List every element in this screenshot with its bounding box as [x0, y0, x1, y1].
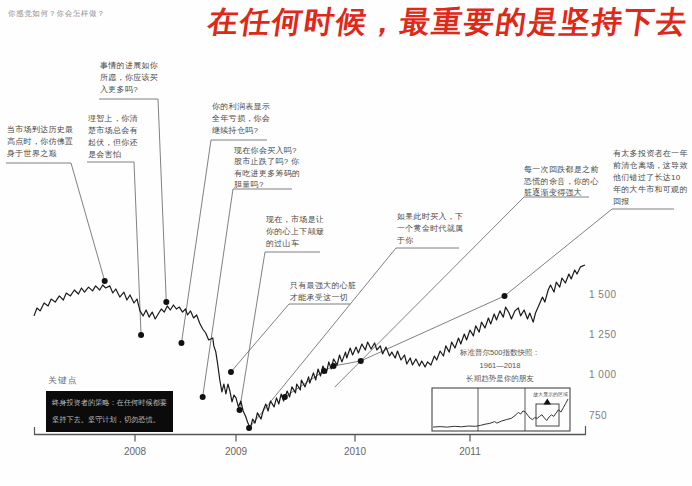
event-dot — [102, 278, 108, 284]
y-tick-label: 1 000 — [589, 369, 617, 380]
event-dot — [331, 363, 337, 369]
leader-line — [505, 209, 613, 296]
y-tick-label: 1 500 — [589, 289, 617, 300]
annotation-roller-coaster: 现在，市场是让 你的心上下颠簸 的过山车 — [266, 214, 324, 250]
event-dot — [237, 407, 243, 413]
event-dot — [358, 358, 364, 364]
x-tick-label: 2009 — [225, 446, 248, 457]
inset-zoom-label: 放大显示的区域 — [533, 391, 568, 397]
event-dot — [138, 332, 144, 338]
annotation-buy-now: 现在你会买入吗? 股市止跌了吗? 你 有吃进更多筹码的 胆量吗? — [234, 145, 300, 191]
event-dot — [228, 369, 234, 375]
key-point-box: 终身投资者的策略：在任何时候都要 坚持下去。坚守计划，切勿恐慌。 — [46, 391, 173, 432]
event-dot — [163, 299, 169, 305]
x-tick-label: 2010 — [344, 446, 367, 457]
annotation-market-top: 当市场到达历史最 高点时，你仿佛置 身于世界之巅 — [7, 124, 73, 160]
event-dot — [200, 394, 206, 400]
event-dot — [246, 425, 252, 431]
leader-line — [231, 304, 289, 372]
key-point-label: 关键点 — [48, 375, 78, 387]
y-tick-label: 750 — [589, 410, 607, 421]
y-tick-label: 1 250 — [589, 329, 617, 340]
x-tick-label: 2008 — [124, 446, 147, 457]
zoom-marker-triangle — [544, 399, 552, 405]
leader-line — [181, 140, 211, 343]
x-tick-label: 2011 — [459, 446, 481, 457]
leader-line — [71, 163, 105, 281]
event-dot — [178, 340, 184, 346]
leader-line — [158, 99, 166, 302]
leader-line — [240, 252, 265, 410]
event-dot — [321, 368, 327, 374]
inset-zoom-rect — [536, 404, 559, 426]
inset-caption: 标准普尔500指数快照： 1961—2018 长期趋势是你的朋友 — [412, 346, 588, 385]
annotation-golden-age: 如果此时买入，下 一个黄金时代就属 于你 — [397, 211, 463, 247]
annotation-strong-heart: 只有最强大的心脏 才能承受这一切 — [290, 280, 356, 304]
event-dot — [282, 394, 288, 400]
annotation-missed-bull: 有太多投资者在一年 前清仓离场，这导致 他们错过了长达10 年的大牛市和可观的 … — [613, 148, 688, 208]
event-dot — [502, 293, 508, 299]
annotation-still-afraid: 理智上，你清 楚市场总会有 起伏，但你还 是会害怕 — [88, 113, 138, 161]
infographic-canvas: 你感觉如何？你会怎样做？ 在任何时候，最重要的是坚持下去 20082009201… — [0, 0, 692, 486]
annotation-yearly-loss: 你的利润表显示 全年亏损，你会 继续持仓吗? — [212, 101, 270, 137]
annotation-pullback-echo: 每一次回跌都是之前 恐慌的余音，你的心 脏逐渐变得强大 — [524, 164, 599, 199]
annotation-buy-more: 事情的进展如你 所愿，你应该买 入更多吗? — [100, 60, 158, 96]
